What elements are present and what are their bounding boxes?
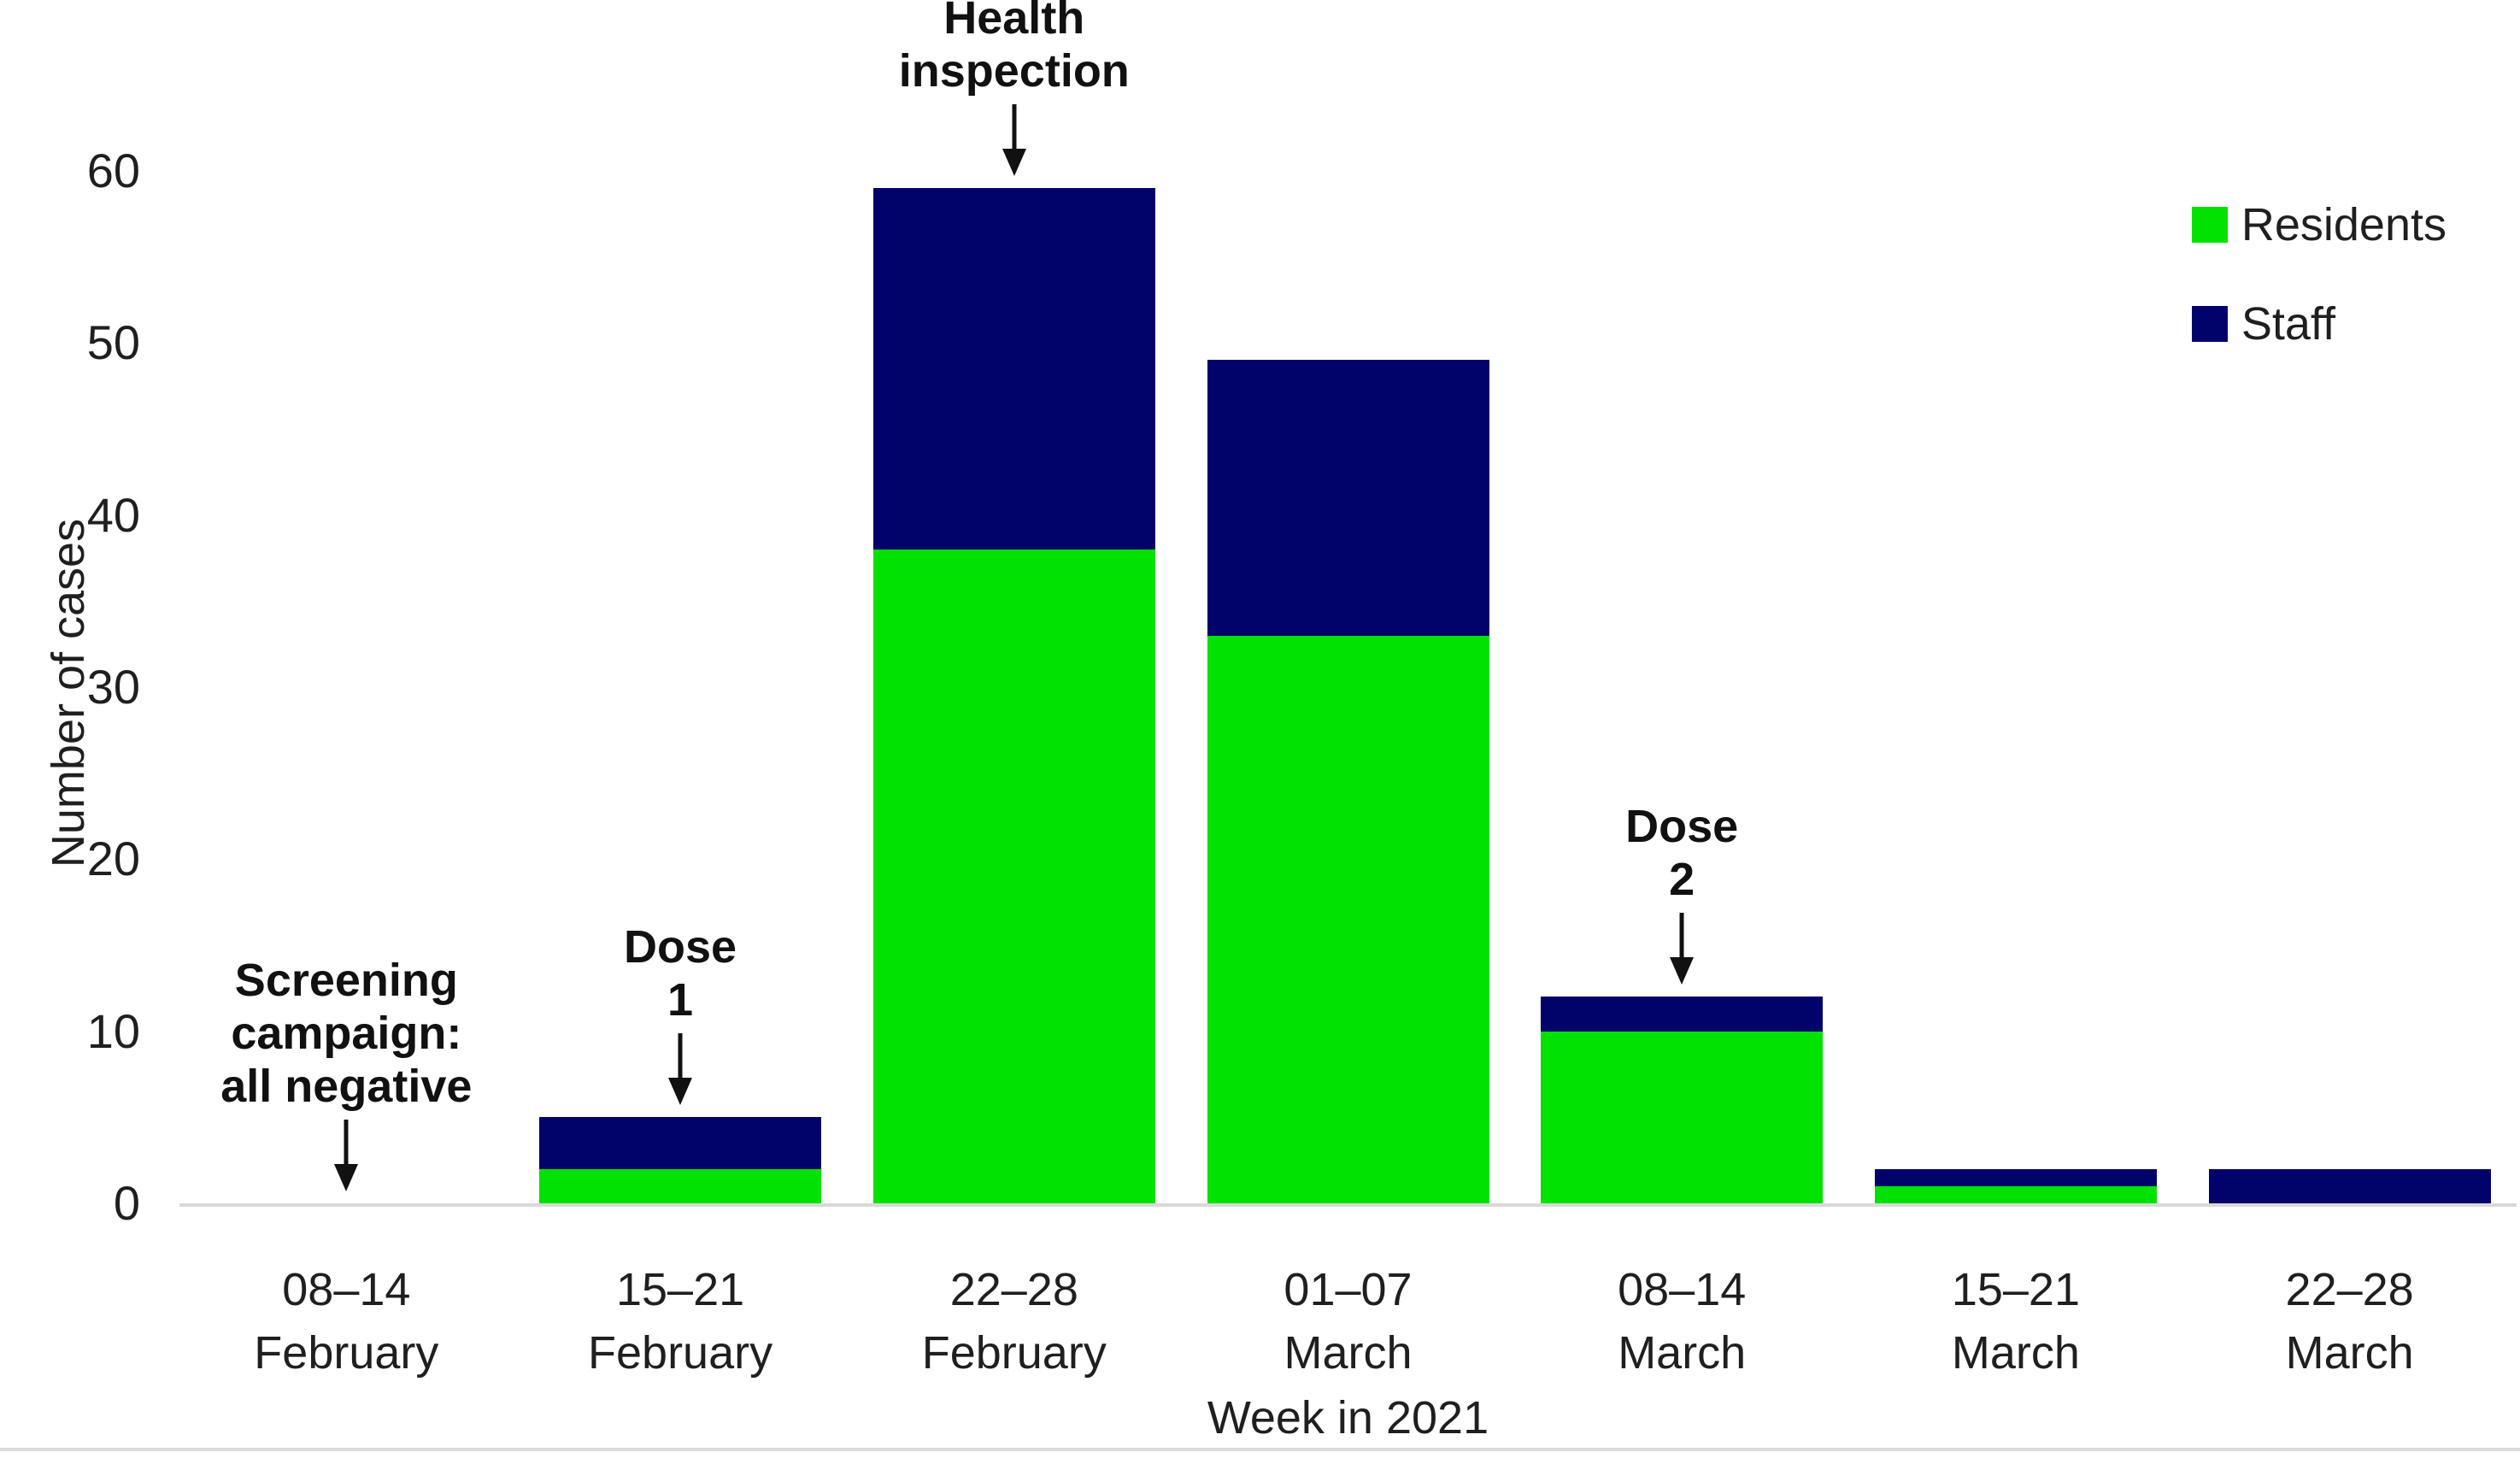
bar-segment-staff [2208,1168,2491,1203]
y-tick-label: 10 [86,1003,140,1058]
y-tick-label: 60 [86,144,140,197]
legend-item-staff: Staff [2191,297,2447,350]
legend-label-staff: Staff [2241,298,2335,350]
bar-segment-staff [1541,997,1824,1032]
x-axis-baseline [179,1203,2517,1207]
x-tick-label: 15–21 February [588,1264,773,1379]
annotation-dose-1: Dose 1 [441,920,919,1107]
y-tick-label: 0 [113,1176,140,1230]
bar-segment-residents [539,1168,822,1203]
annotation-text-line: Health [943,0,1085,44]
x-tick-label: 08–14 March [1618,1264,1747,1379]
x-tick-label: 08–14 February [254,1264,439,1379]
annotation-text-line: inspection [898,45,1130,97]
bar-22–28 February [872,188,1155,1203]
bar-segment-staff [872,188,1155,550]
y-tick-label: 30 [86,660,140,714]
annotation-screening-campaign-allnegative: Screening campaign: all negative [107,954,585,1193]
annotation-text-line: 2 [1669,854,1695,906]
legend-swatch-residents-icon [2191,207,2228,243]
figure-bottom-rule [0,1448,2520,1451]
down-arrow-icon [1002,104,1026,177]
bar-08–14 March [1541,997,1824,1203]
annotation-health-inspection: Health inspection [775,0,1254,178]
y-tick-label: 50 [86,315,140,370]
x-tick-label: 01–07 March [1283,1264,1413,1379]
bar-segment-residents [1874,1185,2157,1203]
bar-segment-staff [1207,360,1489,636]
bar-22–28 March [2208,1168,2491,1203]
bar-01–07 March [1207,360,1489,1203]
annotation-text-line: all negative [220,1061,473,1112]
bar-segment-residents [1541,1031,1824,1203]
y-tick-label: 40 [86,487,140,542]
legend-label-residents: Residents [2241,199,2447,250]
bar-segment-staff [539,1117,822,1169]
down-arrow-icon [334,1120,359,1191]
down-arrow-icon [668,1033,693,1106]
down-arrow-icon [1670,913,1695,985]
bar-segment-staff [1874,1168,2157,1186]
x-tick-label: 22–28 February [921,1264,1107,1379]
legend-swatch-staff-icon [2191,306,2228,342]
bar-segment-residents [872,549,1155,1203]
legend: Residents Staff [2191,198,2447,397]
x-axis-title: Week in 2021 [1207,1392,1489,1443]
annotation-text-line: Dose [1625,801,1739,853]
bar-15–21 February [539,1117,822,1203]
annotation-text-line: Screening [234,955,458,1006]
annotation-text-line: Dose [624,921,737,973]
x-tick-label: 15–21 March [1951,1264,2080,1379]
annotation-text-line: 1 [667,974,694,1026]
bar-segment-residents [1207,635,1489,1203]
bar-15–21 March [1874,1168,2157,1203]
legend-item-residents: Residents [2191,198,2447,251]
annotation-dose-2: Dose 2 [1442,800,1921,986]
y-tick-label: 20 [86,832,140,886]
annotation-text-line: campaign: [231,1008,462,1059]
x-tick-label: 22–28 March [2285,1264,2414,1379]
